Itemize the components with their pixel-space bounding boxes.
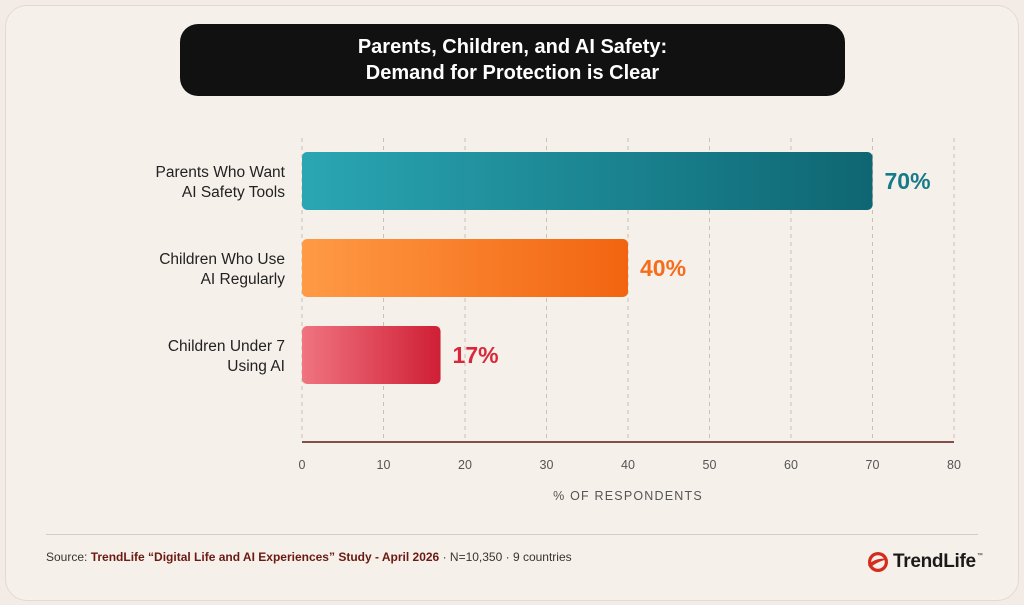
category-label: Children Who Use [159,251,285,268]
logo-trademark: ™ [976,553,983,559]
source-study: TrendLife “Digital Life and AI Experienc… [90,550,440,564]
footer-divider [46,534,978,535]
bar [302,326,441,384]
x-tick-label: 0 [299,458,306,472]
chart-title-line-2: Demand for Protection is Clear [365,62,660,84]
chart-title-banner: Parents, Children, and AI Safety: Demand… [180,24,845,96]
bar [302,239,628,297]
source-note: Source: TrendLife “Digital Life and AI E… [46,550,572,564]
chart-title-line-1: Parents, Children, and AI Safety: [357,36,668,58]
source-details: · N=10,350 · 9 countries [439,550,572,564]
x-tick-label: 20 [458,458,472,472]
x-tick-label: 80 [947,458,961,472]
data-label: 70% [885,168,931,194]
data-label: 17% [453,342,499,368]
trendlife-logo: TrendLife ™ [866,549,983,575]
x-tick-label: 60 [784,458,798,472]
x-axis-title: % OF RESPONDENTS [553,489,703,503]
category-label: AI Safety Tools [182,184,285,201]
logo-wordmark: TrendLife [893,551,976,572]
x-tick-label: 70 [866,458,880,472]
category-label: Using AI [227,358,285,375]
x-tick-label: 30 [540,458,554,472]
x-tick-label: 50 [703,458,717,472]
x-tick-label: 10 [377,458,391,472]
source-prefix: Source: [46,550,91,564]
trendlife-logo-icon [868,552,888,572]
bar [302,152,873,210]
category-label: Parents Who Want [155,164,285,181]
data-label: 40% [640,255,686,281]
category-label: Children Under 7 [168,338,285,355]
chart-card [5,5,1019,601]
category-label: AI Regularly [201,271,286,288]
x-tick-label: 40 [621,458,635,472]
